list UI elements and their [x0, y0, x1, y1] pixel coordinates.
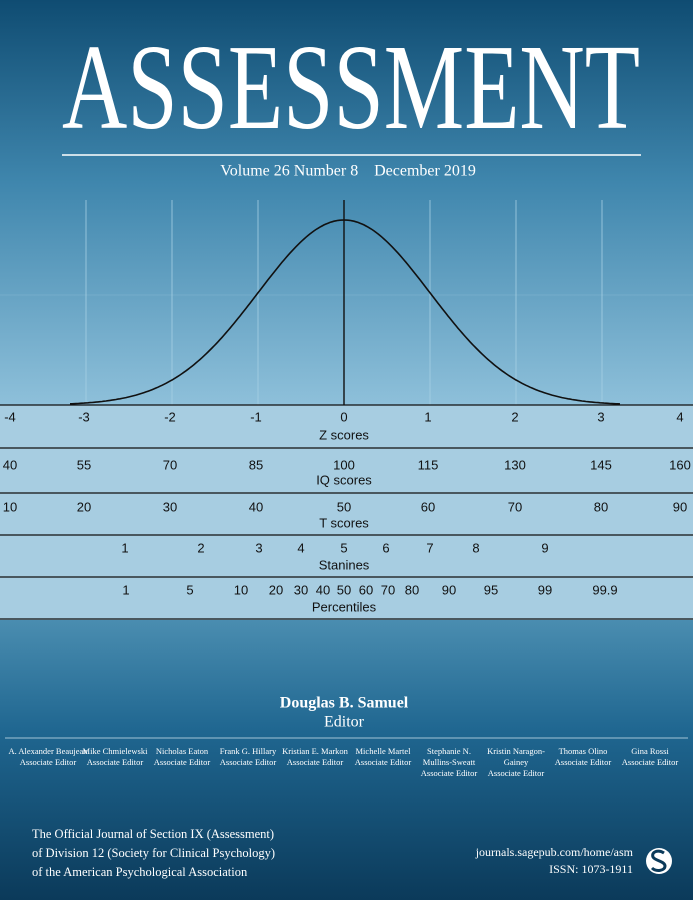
curve-art: [0, 200, 693, 406]
scale-value: -1: [250, 409, 262, 424]
associate-role: Associate Editor: [555, 757, 612, 767]
scale-value: 70: [508, 499, 522, 514]
associate-name: Mullins-Sweatt: [423, 757, 476, 767]
scale-value: 95: [484, 582, 498, 597]
volume: Volume 26: [220, 163, 289, 180]
associate-name: Thomas Olino: [559, 746, 608, 756]
scale-value: 6: [382, 540, 389, 555]
scale-value: 30: [163, 499, 177, 514]
scale-value: 40: [3, 457, 17, 472]
scale-value: 0: [340, 409, 347, 424]
scale-value: 55: [77, 457, 91, 472]
scale-value: 100: [333, 457, 355, 472]
scale-value: 130: [504, 457, 526, 472]
background-bottom: [0, 620, 693, 900]
scale-value: 50: [337, 499, 351, 514]
scale-value: 99.9: [592, 582, 617, 597]
footer-line: of the American Psychological Associatio…: [32, 865, 248, 879]
scale-value: 40: [249, 499, 263, 514]
scale-value: 115: [418, 457, 439, 472]
scale-value: 1: [424, 409, 431, 424]
associate-name: Frank G. Hillary: [220, 746, 277, 756]
scale-value: 5: [340, 540, 347, 555]
scale-value: 80: [594, 499, 608, 514]
associate-name: Michelle Martel: [356, 746, 412, 756]
associate-role: Associate Editor: [220, 757, 277, 767]
number: Number 8: [294, 163, 358, 180]
scale-value: 80: [405, 582, 419, 597]
scale-value: 10: [3, 499, 17, 514]
issn: ISSN: 1073-1911: [549, 862, 633, 876]
associate-role: Associate Editor: [622, 757, 679, 767]
scale-value: 2: [511, 409, 518, 424]
associate-name: A. Alexander Beaujean: [8, 746, 88, 756]
scale-name: IQ scores: [316, 472, 372, 487]
footer-line: of Division 12 (Society for Clinical Psy…: [32, 846, 275, 860]
associate-role: Associate Editor: [421, 768, 478, 778]
scale-value: 145: [590, 457, 612, 472]
scale-value: 99: [538, 582, 552, 597]
associate-name: Gina Rossi: [631, 746, 669, 756]
scale-value: 60: [421, 499, 435, 514]
scale-value: -4: [4, 409, 16, 424]
associate-role: Associate Editor: [154, 757, 211, 767]
scale-value: 60: [359, 582, 373, 597]
associate-name: Kristian E. Markon: [282, 746, 349, 756]
scale-name: Percentiles: [312, 599, 377, 614]
editor-name: Douglas B. Samuel: [280, 695, 409, 712]
scale-value: 3: [255, 540, 262, 555]
scale-value: 30: [294, 582, 308, 597]
associate-role: Associate Editor: [20, 757, 77, 767]
associate-role: Associate Editor: [87, 757, 144, 767]
scale-value: 8: [472, 540, 479, 555]
scale-band: [0, 405, 693, 620]
scale-value: 2: [197, 540, 204, 555]
bell-curve: [70, 219, 621, 405]
background-top: [0, 0, 693, 405]
scale-value: 50: [337, 582, 351, 597]
scale-value: 4: [676, 409, 683, 424]
scale-value: 160: [669, 457, 691, 472]
scale-value: 20: [77, 499, 91, 514]
associate-name: Gainey: [504, 757, 529, 767]
scale-value: 40: [316, 582, 330, 597]
associate-role: Associate Editor: [287, 757, 344, 767]
footer-line: The Official Journal of Section IX (Asse…: [32, 827, 274, 841]
associate-role: Associate Editor: [355, 757, 412, 767]
scale-value: 5: [186, 582, 193, 597]
scale-name: T scores: [319, 515, 369, 530]
associate-name: Nicholas Eaton: [156, 746, 209, 756]
scale-value: 4: [297, 540, 304, 555]
associate-name: Kristin Naragon-: [487, 746, 545, 756]
scale-value: 90: [442, 582, 456, 597]
editor-role: Editor: [324, 714, 365, 731]
scale-value: -3: [78, 409, 90, 424]
date: December 2019: [374, 163, 476, 180]
scale-name: Stanines: [319, 557, 370, 572]
scale-value: 70: [163, 457, 177, 472]
scale-value: 20: [269, 582, 283, 597]
scale-value: 1: [121, 540, 128, 555]
scale-value: 1: [122, 582, 129, 597]
scale-value: 10: [234, 582, 248, 597]
associate-name: Stephanie N.: [427, 746, 471, 756]
associate-role: Associate Editor: [488, 768, 545, 778]
scale-value: 7: [426, 540, 433, 555]
publisher-logo-s: [650, 849, 667, 872]
journal-title: ASSESSMENT: [62, 20, 640, 155]
scale-name: Z scores: [319, 427, 369, 442]
scale-value: 3: [597, 409, 604, 424]
scale-value: 90: [673, 499, 687, 514]
scale-value: 9: [541, 540, 548, 555]
scale-value: 85: [249, 457, 263, 472]
associate-name: Mike Chmielewski: [83, 746, 149, 756]
url: journals.sagepub.com/home/asm: [475, 845, 634, 859]
scale-value: -2: [164, 409, 176, 424]
scale-value: 70: [381, 582, 395, 597]
